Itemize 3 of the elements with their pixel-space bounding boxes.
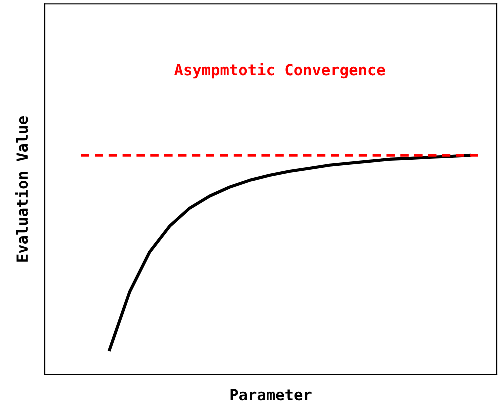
y-axis-title: Evaluation Value <box>16 116 28 262</box>
x-axis-title: Parameter <box>230 389 312 401</box>
text: Asympmtotic Convergence <box>174 63 386 79</box>
